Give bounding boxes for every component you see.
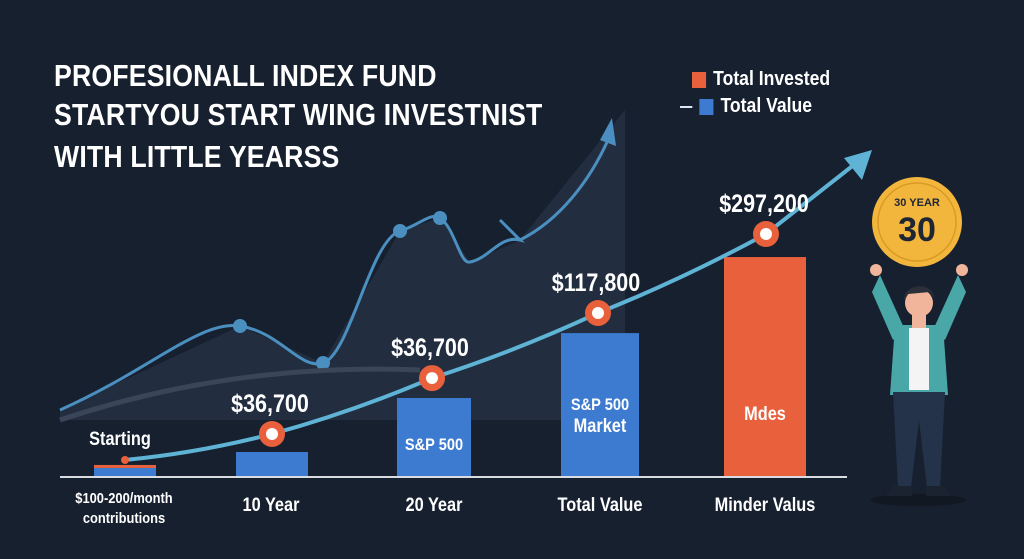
celebrating-person-illustration (870, 264, 968, 506)
x-tick-label: 10 Year (243, 494, 300, 515)
data-label: $117,800 (552, 268, 640, 296)
background-point (316, 356, 330, 370)
legend-swatch-blue (699, 98, 714, 115)
x-tick-label: 20 Year (406, 494, 463, 515)
line-marker-center (592, 306, 604, 319)
legend-label: Total Invested (713, 68, 831, 90)
legend-item-total-invested: Total Invested (692, 68, 830, 91)
bar-label: S&P 500 Market (571, 396, 629, 436)
background-dim-curve (59, 366, 421, 423)
trend-arrow-head (844, 150, 872, 180)
background-arrow-head (600, 118, 616, 146)
background-point (233, 319, 247, 333)
bar-label: S&P 500 (405, 436, 463, 454)
badge-top-text: 30 YEAR (894, 197, 940, 209)
bar-label: Starting (89, 428, 151, 449)
title-line-2: STARTYOU START WING INVESTNIST (54, 97, 543, 132)
bar (236, 451, 308, 477)
x-tick-label: $100-200/month contributions (75, 489, 172, 526)
data-label: $297,200 (719, 189, 809, 217)
bar (397, 398, 471, 477)
bar (561, 333, 639, 477)
line-marker-center (266, 427, 278, 440)
x-tick-label: Minder Valus (715, 494, 816, 515)
background-trend-arrow (519, 139, 610, 242)
badge-number: 30 (898, 211, 936, 249)
data-label: $36,700 (231, 389, 309, 417)
legend-line-icon (680, 105, 693, 108)
bar (94, 464, 156, 477)
background-area (60, 110, 625, 420)
title-line-1: PROFESIONALL INDEX FUND (54, 58, 437, 93)
bar (724, 257, 806, 477)
background-point (433, 211, 447, 225)
line-marker (121, 455, 129, 464)
line-marker-center (426, 372, 438, 385)
bar-label: Mdes (744, 403, 786, 424)
line-marker-center (760, 228, 772, 240)
legend-item-total-value: Total Value (680, 95, 812, 118)
background-point (393, 224, 407, 238)
data-label: $36,700 (391, 334, 469, 362)
x-tick-label: Total Value (558, 494, 643, 515)
background-trend-line (59, 215, 525, 412)
thirty-year-badge: 30 YEAR 30 (872, 177, 962, 267)
bar-invested-strip (94, 464, 156, 468)
title-line-3: WITH LITTLE YEARSS (54, 139, 340, 174)
legend-label: Total Value (720, 95, 813, 117)
legend-swatch-orange (692, 71, 707, 88)
